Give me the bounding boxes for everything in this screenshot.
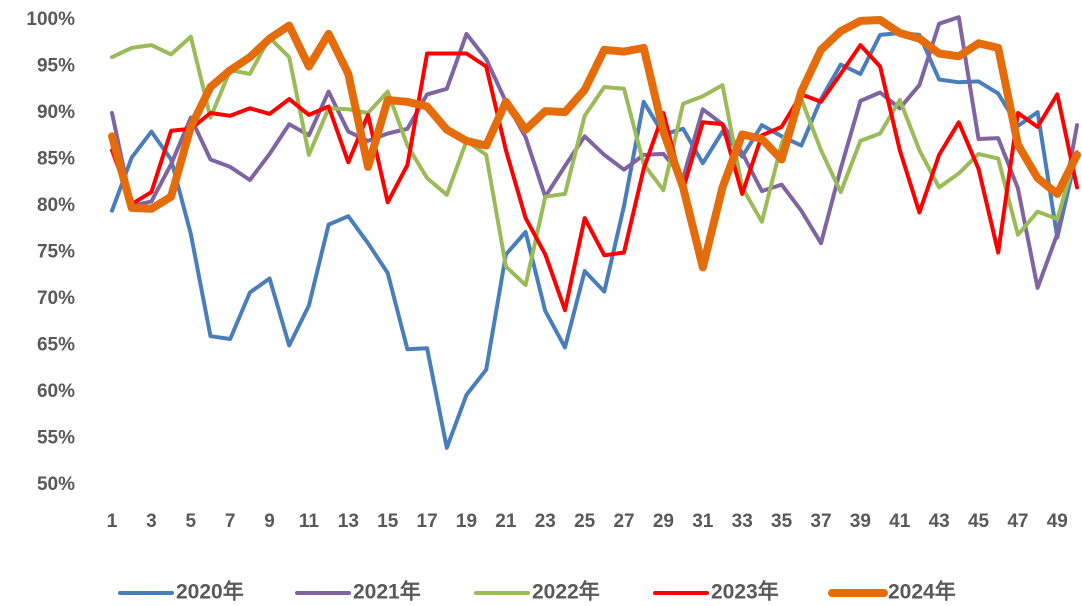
- x-tick-label: 47: [1007, 511, 1028, 532]
- x-tick-label: 27: [613, 511, 634, 532]
- x-tick-label: 37: [810, 511, 831, 532]
- x-tick-label: 11: [299, 511, 320, 532]
- x-tick-label: 39: [850, 511, 871, 532]
- x-tick-label: 17: [417, 511, 438, 532]
- y-tick-label: 60%: [37, 381, 75, 402]
- series-line: [108, 16, 1081, 272]
- legend-label: 2022年: [532, 580, 600, 604]
- y-tick-label: 90%: [37, 102, 75, 123]
- x-tick-label: 31: [692, 511, 714, 532]
- y-tick-label: 55%: [37, 428, 75, 449]
- x-tick-label: 33: [732, 511, 753, 532]
- x-tick-label: 23: [535, 511, 556, 532]
- legend-label: 2024年: [888, 580, 956, 604]
- y-tick-label: 95%: [37, 56, 75, 77]
- x-tick-label: 29: [653, 511, 674, 532]
- legend-label: 2023年: [711, 580, 779, 604]
- y-tick-label: 80%: [37, 195, 75, 216]
- legend-label: 2021年: [353, 580, 421, 604]
- x-tick-label: 3: [146, 511, 157, 532]
- x-tick-label: 41: [889, 511, 911, 532]
- x-tick-label: 43: [929, 511, 950, 532]
- x-tick-label: 19: [456, 511, 477, 532]
- x-tick-label: 15: [377, 511, 399, 532]
- series-line: [110, 15, 1079, 290]
- x-tick-label: 13: [338, 511, 359, 532]
- x-tick-label: 9: [264, 511, 275, 532]
- y-tick-label: 75%: [37, 242, 75, 263]
- x-tick-label: 45: [968, 511, 990, 532]
- x-tick-label: 1: [107, 511, 118, 532]
- y-tick-label: 85%: [37, 149, 75, 170]
- x-tick-label: 21: [495, 511, 517, 532]
- y-tick-label: 70%: [37, 288, 75, 309]
- x-tick-label: 7: [225, 511, 236, 532]
- series-line: [110, 43, 1079, 313]
- x-tick-label: 5: [185, 511, 196, 532]
- y-tick-label: 65%: [37, 335, 75, 356]
- y-tick-label: 100%: [26, 9, 75, 30]
- y-tick-label: 50%: [37, 474, 75, 495]
- legend-label: 2020年: [176, 580, 244, 604]
- x-tick-label: 49: [1047, 511, 1068, 532]
- x-tick-label: 35: [771, 511, 793, 532]
- x-tick-label: 25: [574, 511, 596, 532]
